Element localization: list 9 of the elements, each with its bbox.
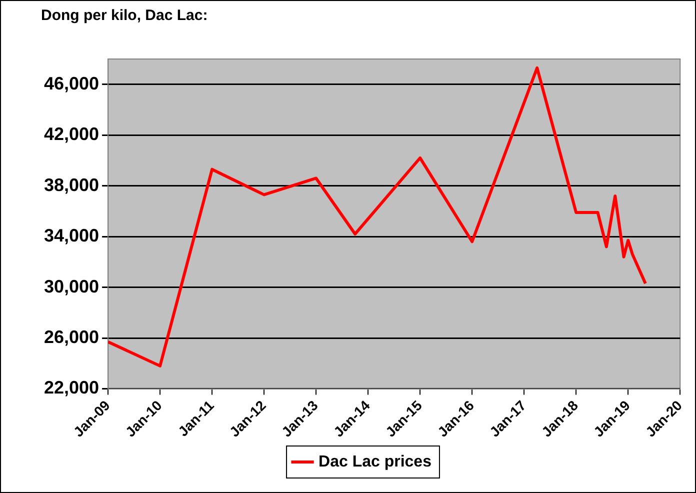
y-tick-label: 30,000: [44, 276, 100, 296]
y-tick-label: 46,000: [44, 73, 100, 94]
y-tick-label: 34,000: [44, 226, 100, 246]
y-tick-label: 26,000: [44, 326, 100, 347]
legend-label: Dac Lac prices: [318, 453, 432, 470]
y-tick-label: 42,000: [44, 124, 100, 144]
y-tick-label: 38,000: [44, 174, 100, 195]
y-tick-label: 22,000: [44, 378, 100, 398]
chart-title: Dong per kilo, Dac Lac:: [41, 7, 208, 24]
